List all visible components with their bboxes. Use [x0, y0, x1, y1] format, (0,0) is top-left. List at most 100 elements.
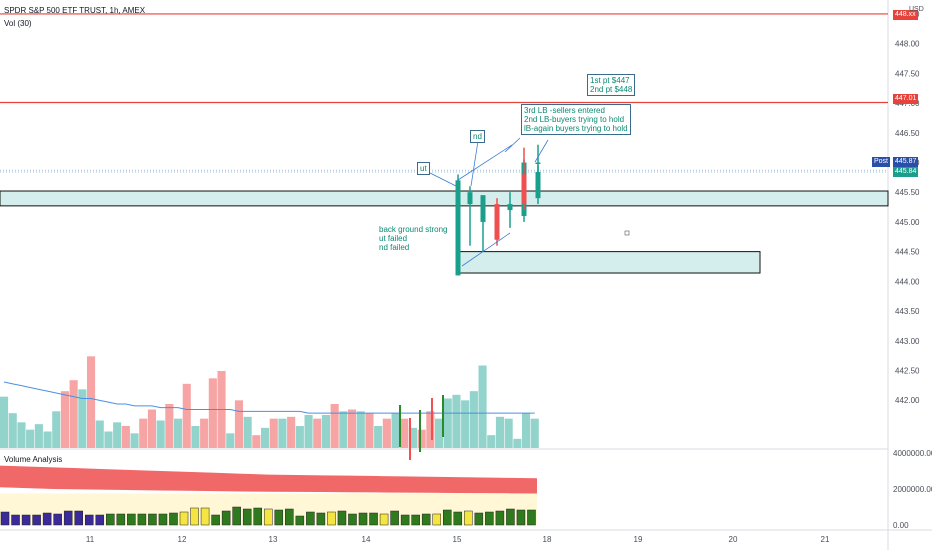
volume-analysis-bar: [453, 511, 463, 526]
volume-bar: [356, 411, 365, 448]
vol-tick-0: 0.00: [893, 521, 909, 530]
demand-zone-rect: [457, 251, 761, 274]
volume-bar: [426, 411, 435, 448]
candle-body: [507, 204, 513, 211]
volume-analysis-bar: [421, 513, 431, 526]
volume-analysis-bar: [274, 509, 284, 526]
price-tick-label: 444.00: [895, 277, 920, 286]
volume-analysis-bar: [211, 514, 220, 526]
volume-analysis-bar: [485, 511, 494, 526]
volume-analysis-bar: [63, 510, 73, 526]
volume-bar: [374, 426, 383, 448]
candle-body: [535, 162, 541, 164]
lb-note-3: lB-again buyers trying to hold: [524, 124, 628, 133]
volume-bar: [182, 383, 191, 448]
volume-analysis-bar: [137, 513, 147, 526]
volume-bar: [522, 413, 531, 448]
volume-bar: [226, 433, 235, 448]
candle-body: [494, 204, 500, 240]
volume-bar: [313, 418, 322, 448]
volume-bar: [60, 391, 69, 448]
lb-note[interactable]: 3rd LB -sellers entered 2nd LB-buyers tr…: [521, 104, 631, 135]
ut-note[interactable]: ut: [417, 162, 430, 175]
volume-analysis-bar: [432, 513, 441, 526]
vol-tick-4m: 4000000.00: [893, 449, 932, 458]
price-tick-label: 447.50: [895, 69, 920, 78]
volume-bar: [34, 424, 43, 448]
volume-analysis-bar: [253, 507, 262, 526]
volume-bar: [530, 418, 539, 448]
lb-leader-2: [534, 139, 549, 163]
volume-bar: [365, 413, 374, 448]
volume-bar: [147, 409, 156, 448]
candle-body: [480, 195, 486, 222]
volume-analysis-bar: [179, 511, 189, 526]
date-tick-label: 11: [86, 535, 95, 544]
volume-analysis-bar: [327, 511, 336, 526]
volume-bar: [139, 418, 148, 448]
cursor-marker: [624, 230, 630, 236]
ut-leader: [427, 171, 457, 187]
volume-analysis-bar: [306, 511, 315, 526]
price-tick-label: 446.50: [895, 129, 920, 138]
price-tick-label: 444.50: [895, 248, 920, 257]
volume-bar: [513, 438, 522, 448]
price-tick-label: 442.00: [895, 396, 920, 405]
date-tick-label: 19: [634, 535, 643, 544]
volume-analysis-bar: [411, 514, 420, 526]
volume-analysis-bar: [316, 512, 326, 526]
volume-analysis-bar: [200, 507, 210, 526]
volume-bar: [43, 431, 52, 448]
date-tick-label: 12: [178, 535, 187, 544]
volume-bar: [495, 416, 504, 448]
volume-bar: [243, 416, 252, 448]
target-line-2: 2nd pt $448: [590, 85, 633, 94]
date-tick-label: 21: [821, 535, 830, 544]
volume-bar: [469, 391, 478, 448]
volume-analysis-bar: [464, 510, 473, 526]
volume-analysis-bar: [0, 511, 10, 526]
volume-bar: [452, 394, 461, 448]
volume-analysis-bar: [84, 514, 94, 526]
volume-bar: [8, 413, 17, 448]
currency-label: USD: [909, 6, 924, 13]
volume-bar: [208, 378, 217, 448]
volume-bar: [408, 427, 417, 448]
volume-analysis-bar: [221, 510, 231, 526]
target-line-1: 1st pt $447: [590, 76, 630, 85]
volume-bar: [174, 418, 183, 448]
volume-analysis-bar: [42, 512, 52, 526]
volume-analysis-bar: [369, 512, 378, 526]
volume-bar: [130, 433, 139, 448]
date-tick-label: 13: [269, 535, 278, 544]
price-tag-top: 448.xx: [893, 10, 918, 20]
volume-bar: [200, 418, 209, 448]
price-tick-label: 442.50: [895, 366, 920, 375]
candle-body: [521, 174, 527, 205]
volume-bar: [443, 398, 452, 448]
volume-analysis-bar: [148, 513, 157, 526]
volume-band: [0, 465, 537, 494]
price-tick-label: 443.00: [895, 337, 920, 346]
target-note[interactable]: 1st pt $447 2nd pt $448: [587, 74, 636, 96]
volume-bar: [191, 426, 200, 448]
nd-note[interactable]: nd: [470, 130, 485, 143]
volume-bar: [113, 422, 122, 448]
volume-analysis-bar: [74, 510, 83, 526]
price-tick-label: 445.00: [895, 218, 920, 227]
volume-analysis-bar: [263, 508, 273, 526]
date-tick-label: 14: [362, 535, 371, 544]
volume-bar: [391, 413, 400, 448]
back-note[interactable]: back ground strong ut failed nd failed: [376, 223, 451, 254]
volume-analysis-bar: [21, 514, 31, 526]
volume-bar: [78, 389, 87, 448]
volume-bar: [339, 411, 348, 448]
volume-analysis-bar: [32, 514, 41, 526]
post-label: Post: [872, 157, 891, 167]
volume-bar: [435, 418, 444, 448]
back-note-1: back ground strong: [379, 225, 448, 234]
volume-analysis-title: Volume Analysis: [4, 455, 63, 464]
lb-note-1: 3rd LB -sellers entered: [524, 106, 605, 115]
volume-analysis-bar: [232, 506, 241, 526]
